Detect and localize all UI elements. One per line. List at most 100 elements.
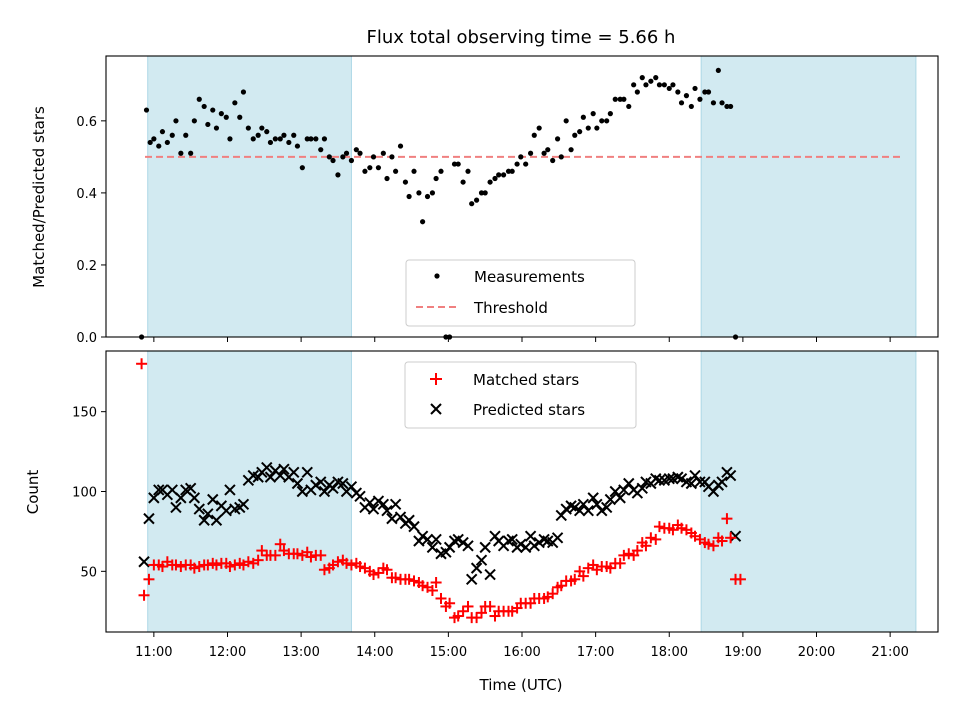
measurement-point <box>661 82 667 88</box>
bottom-shaded-intervals <box>147 350 917 633</box>
measurement-point <box>406 193 412 200</box>
measurement-point <box>577 129 583 135</box>
predicted-star-point <box>694 476 706 488</box>
predicted-star-point <box>470 562 483 574</box>
measurement-point <box>643 82 649 88</box>
predicted-star-point <box>237 498 250 510</box>
predicted-star-point <box>479 541 491 554</box>
measurement-point <box>705 89 712 95</box>
measurement-point <box>277 136 283 142</box>
ratio-y-tick-label: 0.4 <box>76 187 97 202</box>
predicted-star-point <box>315 476 327 488</box>
matched-star-point <box>569 573 581 585</box>
predicted-star-point <box>560 503 572 515</box>
matched-star-point <box>269 549 281 561</box>
counts-y-tick-label: 50 <box>80 565 97 580</box>
matched-star-point <box>138 589 150 601</box>
measurement-point <box>536 125 542 131</box>
shaded-interval-1 <box>147 55 352 338</box>
measurement-point <box>527 150 534 156</box>
x-tick-label: 15:00 <box>430 645 467 660</box>
measurement-point <box>250 136 256 142</box>
predicted-star-point <box>519 541 532 554</box>
x-tick-label: 11:00 <box>135 645 172 660</box>
matched-star-point <box>341 557 353 569</box>
predicted-star-point <box>220 504 232 517</box>
predicted-star-point <box>367 503 380 515</box>
matched-star-point <box>390 572 402 584</box>
measurement-point <box>240 89 247 95</box>
predicted-star-point <box>291 477 304 490</box>
measurement-point <box>393 168 399 174</box>
measurement-point <box>281 132 287 138</box>
measurement-point <box>201 103 207 110</box>
matched-star-point <box>170 559 182 571</box>
predicted-star-point <box>193 503 205 515</box>
predicted-star-point <box>310 479 322 491</box>
measurement-point <box>321 136 328 142</box>
measurement-point <box>648 78 654 84</box>
predicted-star-point <box>430 533 442 546</box>
measurement-point <box>617 96 623 102</box>
matched-star-point <box>403 573 415 585</box>
legend-marker-measurements <box>434 273 440 279</box>
measurement-point <box>402 179 409 185</box>
matched-star-point <box>291 548 303 560</box>
predicted-star-point <box>573 504 586 517</box>
measurement-point <box>264 129 270 135</box>
measurement-point <box>492 175 498 182</box>
predicted-star-point <box>337 477 349 490</box>
predicted-star-point <box>296 485 309 498</box>
shaded-interval-2 <box>700 55 917 338</box>
predicted-star-point <box>207 493 219 506</box>
measurement-point <box>255 132 261 138</box>
predicted-star-point <box>524 530 537 542</box>
measurement-point <box>424 193 431 200</box>
top-shaded-intervals <box>147 55 917 338</box>
predicted-star-point <box>278 463 290 475</box>
predicted-star-point <box>462 540 474 552</box>
shaded-interval-1 <box>147 350 352 633</box>
measurement-point <box>291 132 297 138</box>
measurement-point <box>451 161 458 167</box>
predicted-star-point <box>318 485 331 498</box>
predicted-star-point <box>175 492 187 504</box>
matched-star-point <box>716 535 728 547</box>
predicted-star-point <box>591 498 603 510</box>
measurement-point <box>367 165 373 171</box>
predicted-star-point <box>569 501 581 514</box>
x-tick-label: 16:00 <box>503 645 540 660</box>
measurement-point <box>330 157 336 164</box>
measurement-point <box>147 139 153 146</box>
measurement-point <box>370 154 377 160</box>
measurement-point <box>692 85 698 92</box>
measurement-point <box>205 121 211 128</box>
measurement-point <box>563 118 569 124</box>
measurement-point <box>299 165 305 171</box>
measurement-point <box>572 132 578 138</box>
predicted-star-point <box>416 530 429 542</box>
predicted-star-point <box>457 536 469 549</box>
legend-label-matched: Matched stars <box>473 371 579 389</box>
measurement-point <box>545 147 551 153</box>
measurement-point <box>634 89 640 95</box>
matched-star-point <box>555 580 567 592</box>
predicted-star-point <box>386 512 398 525</box>
measurement-point <box>653 75 659 81</box>
matched-star-point <box>408 575 420 587</box>
predicted-star-point <box>364 496 376 509</box>
predicted-star-point <box>264 471 277 483</box>
predicted-star-point <box>198 514 210 526</box>
x-tick-label: 14:00 <box>356 645 393 660</box>
measurement-point <box>683 93 690 99</box>
predicted-star-point <box>653 474 666 487</box>
x-tick-label: 21:00 <box>871 645 908 660</box>
legend-marker-predicted <box>430 403 442 415</box>
predicted-star-point <box>618 484 630 496</box>
x-tick-label: 19:00 <box>724 645 761 660</box>
counts-y-ticks: 50 100 150 <box>72 406 106 580</box>
predicted-star-point <box>381 504 393 517</box>
measurement-point <box>465 168 471 174</box>
legend-label-threshold: Threshold <box>473 299 548 317</box>
measurement-point <box>514 161 520 167</box>
